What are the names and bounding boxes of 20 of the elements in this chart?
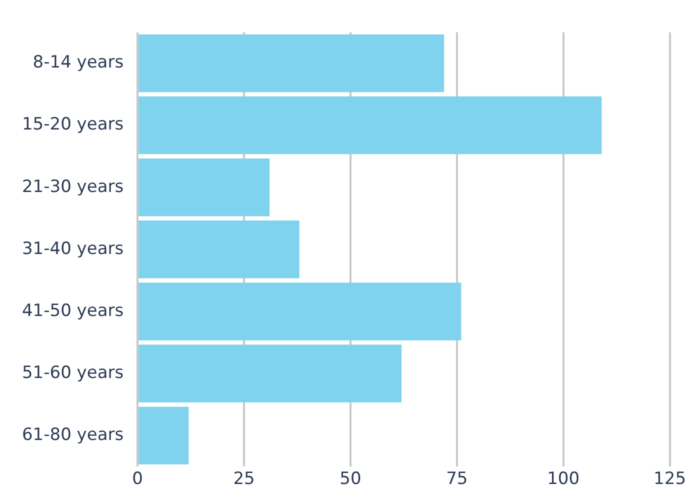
y-tick-label: 31-40 years (22, 238, 124, 259)
y-tick-label: 21-30 years (22, 176, 124, 197)
y-tick-label: 61-80 years (22, 424, 124, 445)
y-tick-label: 8-14 years (32, 52, 124, 73)
bar (138, 96, 602, 154)
x-tick-label: 0 (132, 469, 143, 490)
x-tick-label: 50 (340, 469, 362, 490)
y-tick-label: 15-20 years (22, 114, 124, 135)
bar (138, 220, 300, 278)
bar (138, 158, 270, 216)
bar (138, 406, 189, 464)
x-tick-label: 125 (654, 469, 686, 490)
y-tick-label: 41-50 years (22, 300, 124, 321)
x-tick-label: 75 (446, 469, 468, 490)
x-tick-label: 25 (233, 469, 255, 490)
x-tick-label: 100 (547, 469, 580, 490)
bar (138, 282, 462, 340)
bar (138, 34, 444, 92)
bar (138, 344, 402, 402)
y-tick-label: 51-60 years (22, 362, 124, 383)
